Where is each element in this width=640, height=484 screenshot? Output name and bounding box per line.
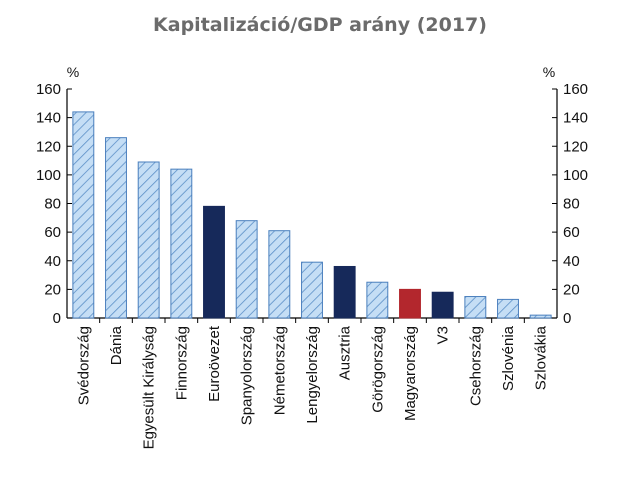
bar-3 (137, 161, 160, 319)
bar-7 (268, 230, 291, 319)
bar-5 (203, 205, 225, 319)
x-category-label: Egyesült Királyság (141, 326, 158, 449)
x-category-label: Dánia (108, 325, 125, 365)
y-tick-label-right: 160 (563, 81, 588, 98)
bar-6 (235, 220, 258, 319)
bar-9 (333, 265, 356, 319)
bar-15 (529, 314, 552, 319)
y-tick-label-right: 0 (563, 310, 571, 327)
y-tick-label-left: 140 (36, 110, 61, 127)
y-tick-label-left: 40 (44, 253, 61, 270)
x-category-label: Spanyolország (239, 326, 256, 425)
y-tick-label-right: 40 (563, 253, 580, 270)
bar-13 (464, 296, 487, 319)
bar-8 (301, 261, 323, 319)
x-category-label: Szlovákia (533, 325, 550, 390)
x-category-label: Csehország (467, 326, 484, 406)
y-unit-left: % (67, 64, 79, 80)
x-category-label: Euroövezet (206, 325, 223, 402)
bar-14 (497, 298, 519, 319)
y-tick-label-left: 60 (44, 224, 61, 241)
y-unit-right: % (543, 64, 555, 80)
bar-11 (399, 288, 421, 319)
x-category-label: Magyarország (402, 326, 419, 421)
bar-1 (72, 111, 95, 319)
y-tick-label-left: 160 (36, 81, 61, 98)
y-tick-label-right: 120 (563, 138, 588, 155)
y-tick-label-left: 80 (44, 196, 61, 213)
x-category-label: Lengyelország (304, 326, 321, 424)
y-tick-label-left: 20 (44, 281, 61, 298)
x-category-label: Ausztria (337, 325, 354, 380)
x-category-label: Görögország (369, 326, 386, 413)
x-category-label: Finnország (173, 326, 190, 400)
y-tick-label-left: 120 (36, 138, 61, 155)
y-tick-label-right: 80 (563, 196, 580, 213)
bar-10 (366, 281, 389, 319)
y-tick-label-right: 140 (563, 110, 588, 127)
bar-2 (105, 137, 127, 319)
chart-title: Kapitalizáció/GDP arány (2017) (153, 14, 487, 36)
x-category-label: Szlovénia (500, 325, 517, 391)
x-category-label: V3 (435, 326, 452, 344)
bar-12 (431, 291, 454, 319)
y-tick-label-left: 100 (36, 167, 61, 184)
x-category-label: Németország (271, 326, 288, 415)
y-tick-label-right: 20 (563, 281, 580, 298)
bar-4 (170, 168, 193, 319)
y-tick-label-right: 100 (563, 167, 588, 184)
y-tick-label-left: 0 (53, 310, 61, 327)
y-tick-label-right: 60 (563, 224, 580, 241)
x-category-label: Svédország (75, 326, 92, 405)
